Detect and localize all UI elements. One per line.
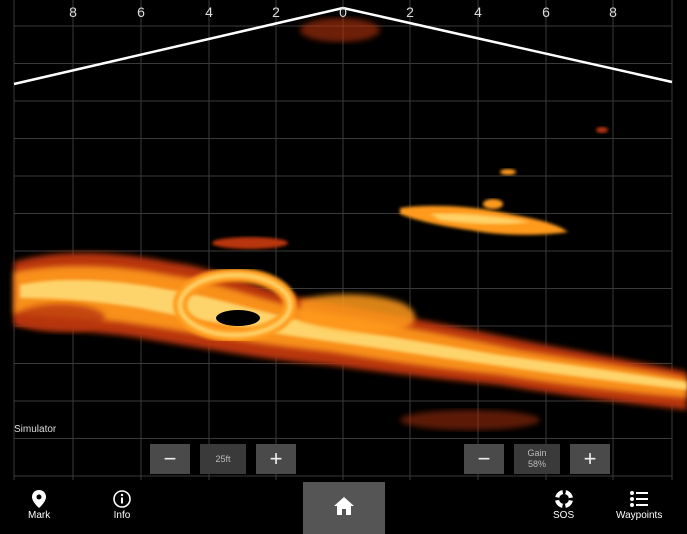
- gain-title: Gain: [527, 448, 547, 458]
- range-plus-button[interactable]: +: [256, 444, 296, 474]
- range-tick-label: 4: [205, 4, 213, 20]
- gain-plus-button[interactable]: +: [570, 444, 610, 474]
- range-tick-label: 0: [339, 4, 347, 20]
- range-tick-label: 2: [406, 4, 414, 20]
- info-circle-icon: [112, 488, 132, 510]
- range-control: − 25ft +: [150, 444, 296, 474]
- sonar-view[interactable]: 8 6 4 2 0 2 4 6 8 Simulator: [0, 0, 687, 480]
- sonar-canvas: [13, 0, 687, 480]
- gain-minus-button[interactable]: −: [464, 444, 504, 474]
- home-button[interactable]: [303, 482, 385, 534]
- range-tick-label: 6: [542, 4, 550, 20]
- range-tick-label: 8: [69, 4, 77, 20]
- list-icon: [629, 488, 649, 510]
- range-tick-label: 6: [137, 4, 145, 20]
- lifebuoy-icon: [554, 488, 574, 510]
- range-tick-label: 8: [609, 4, 617, 20]
- sos-label: SOS: [553, 510, 575, 521]
- mark-button[interactable]: Mark: [28, 488, 50, 521]
- sonar-echoes: [14, 18, 687, 430]
- grid-lines: [13, 0, 673, 480]
- range-tick-label: 4: [474, 4, 482, 20]
- waypoints-button[interactable]: Waypoints: [616, 488, 662, 521]
- waypoints-label: Waypoints: [616, 510, 663, 521]
- home-icon: [333, 496, 355, 521]
- info-label: Info: [113, 510, 131, 521]
- range-minus-button[interactable]: −: [150, 444, 190, 474]
- sos-button[interactable]: SOS: [553, 488, 574, 521]
- mark-label: Mark: [28, 510, 51, 521]
- range-tick-label: 2: [272, 4, 280, 20]
- info-button[interactable]: Info: [112, 488, 132, 521]
- simulator-label: Simulator: [14, 424, 57, 435]
- map-pin-icon: [32, 488, 47, 510]
- range-value: 25ft: [200, 444, 246, 474]
- sonar-cone: [13, 6, 673, 86]
- gain-percent: 58%: [527, 459, 546, 469]
- gain-control: − Gain 58% +: [464, 444, 610, 474]
- gain-value: Gain 58%: [514, 444, 560, 474]
